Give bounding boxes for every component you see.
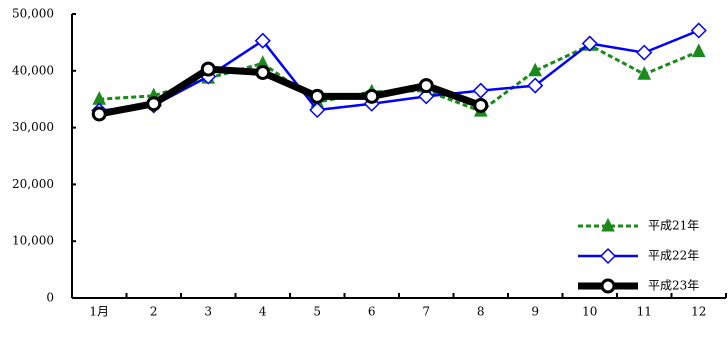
marker: [146, 96, 162, 112]
marker: [418, 78, 434, 94]
x-tick-label: 1月: [89, 305, 109, 319]
marker: [473, 97, 489, 113]
marker: [255, 65, 271, 81]
marker: [309, 101, 326, 119]
line: [98, 65, 482, 118]
marker: [254, 32, 271, 49]
legend-label: 平成21年: [648, 219, 699, 233]
series: [92, 37, 706, 117]
marker: [91, 106, 107, 122]
marker: [600, 278, 616, 294]
x-tick-label: 3: [204, 305, 212, 319]
x-tick-label: 12: [691, 305, 706, 319]
marker: [364, 88, 380, 104]
x-tick-label: 9: [531, 305, 539, 319]
marker: [691, 43, 706, 57]
x-tick-label: 10: [582, 305, 597, 319]
y-tick-label: 40,000: [12, 63, 54, 77]
marker: [601, 217, 615, 232]
y-tick-label: 20,000: [12, 177, 54, 191]
x-tick-label: 2: [150, 305, 158, 319]
marker: [527, 77, 544, 94]
marker: [418, 88, 435, 105]
x-tick-label: 4: [259, 305, 267, 319]
line: [99, 29, 700, 112]
x-tick-label: 8: [477, 305, 485, 319]
y-tick-label: 50,000: [12, 7, 54, 21]
x-tick-label: 7: [422, 305, 430, 319]
marker: [528, 62, 543, 77]
x-tick-label: 5: [313, 305, 321, 319]
marker: [599, 247, 617, 265]
marker: [690, 22, 707, 39]
marker: [472, 82, 489, 99]
series: [91, 61, 489, 122]
marker: [581, 35, 598, 52]
x-tick-label: 6: [368, 305, 376, 319]
legend-label: 平成23年: [648, 279, 699, 293]
x-tick-label: 11: [637, 305, 652, 319]
y-tick-label: 30,000: [12, 120, 54, 134]
series: [91, 22, 707, 119]
legend-label: 平成22年: [648, 249, 699, 263]
marker: [200, 61, 216, 77]
marker: [637, 66, 652, 80]
marker: [309, 88, 325, 104]
y-tick-label: 10,000: [12, 234, 54, 248]
marker: [636, 44, 653, 61]
y-tick-label: 0: [46, 291, 54, 305]
